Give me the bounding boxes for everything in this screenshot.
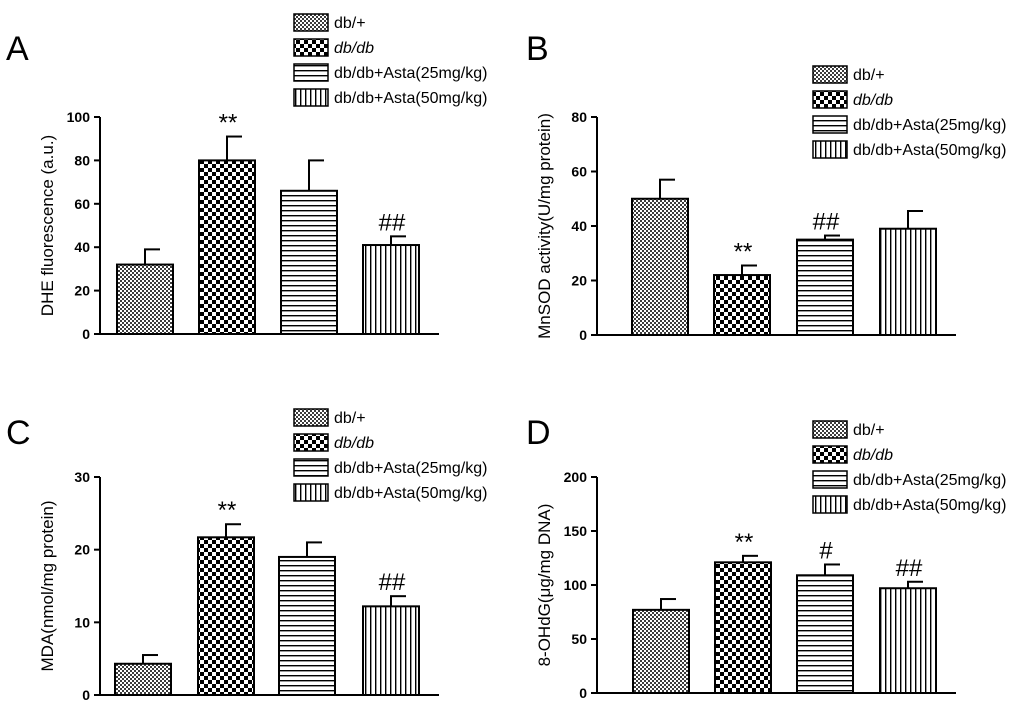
panel-letter: A xyxy=(6,30,29,68)
bar xyxy=(280,189,338,335)
legend-swatch xyxy=(812,445,848,464)
significance-label: ** xyxy=(734,239,753,266)
bar xyxy=(879,227,937,337)
panel-b: B 0 20 40 60 80 MnSOD activity(U/mg protein) **… xyxy=(526,30,1006,343)
legend-swatch xyxy=(293,483,329,502)
y-axis-label: MDA(nmol/mg protein) xyxy=(38,501,57,672)
y-tick-label: 30 xyxy=(74,469,90,485)
y-tick-label: 100 xyxy=(67,109,91,125)
legend-swatch xyxy=(812,470,848,489)
legend-label: db/+ xyxy=(334,15,366,32)
significance-label: ** xyxy=(218,497,237,524)
panel-c: C 0 10 20 30 MDA(nmol/mg protein) ** ## db/+ db/d… xyxy=(6,408,487,702)
panel-letter: D xyxy=(526,414,551,452)
y-tick-label: 100 xyxy=(564,577,588,593)
significance-label: ## xyxy=(379,569,406,596)
y-axis-label: DHE fluorescence (a.u.) xyxy=(38,135,57,316)
bar xyxy=(796,574,854,695)
y-axis-label: MnSOD activity(U/mg protein) xyxy=(535,113,554,339)
panel-letter: B xyxy=(526,30,549,68)
legend-swatch xyxy=(293,88,329,107)
y-tick-label: 0 xyxy=(579,685,587,701)
legend-label: db/db+Asta(25mg/kg) xyxy=(853,117,1006,134)
legend-swatch xyxy=(293,13,329,32)
bar xyxy=(713,274,771,336)
y-tick-label: 200 xyxy=(564,469,588,485)
bar xyxy=(278,555,336,697)
legend-swatch xyxy=(812,495,848,514)
y-tick-label: 0 xyxy=(82,326,90,342)
legend-swatch xyxy=(812,65,848,84)
legend-swatch xyxy=(812,90,848,109)
legend-label: db/db+Asta(50mg/kg) xyxy=(853,142,1006,159)
y-tick-label: 60 xyxy=(571,164,587,180)
legend-label: db/db xyxy=(853,447,893,464)
legend-swatch xyxy=(293,38,329,57)
significance-label: ## xyxy=(813,209,840,236)
bar xyxy=(714,561,772,694)
bar xyxy=(116,263,174,335)
legend-label: db/+ xyxy=(853,67,885,84)
panel-a: A 0 20 40 60 80 100 DHE fluorescence (a.u.) ** ##… xyxy=(6,13,487,342)
bar xyxy=(796,238,854,336)
legend-label: db/db xyxy=(853,92,893,109)
legend-label: db/db+Asta(50mg/kg) xyxy=(334,90,487,107)
legend-swatch xyxy=(293,458,329,477)
bar xyxy=(198,159,256,335)
bar xyxy=(362,244,420,335)
legend-swatch xyxy=(812,115,848,134)
y-tick-label: 80 xyxy=(571,109,587,125)
legend-label: db/db xyxy=(334,435,374,452)
y-tick-label: 20 xyxy=(74,283,90,299)
y-tick-label: 80 xyxy=(74,152,90,168)
bar xyxy=(879,587,937,694)
bar xyxy=(114,662,172,697)
y-tick-label: 10 xyxy=(74,614,90,630)
y-tick-label: 50 xyxy=(571,631,587,647)
legend-swatch xyxy=(293,433,329,452)
significance-label: ** xyxy=(735,529,754,556)
y-tick-label: 60 xyxy=(74,196,90,212)
legend-label: db/db+Asta(25mg/kg) xyxy=(853,472,1006,489)
legend-swatch xyxy=(812,420,848,439)
legend-label: db/+ xyxy=(853,422,885,439)
significance-label: # xyxy=(819,537,833,564)
y-tick-label: 150 xyxy=(564,523,588,539)
significance-label: ** xyxy=(219,110,238,137)
legend-label: db/db+Asta(25mg/kg) xyxy=(334,460,487,477)
y-tick-label: 0 xyxy=(579,327,587,343)
significance-label: ## xyxy=(896,555,923,582)
legend-swatch xyxy=(293,63,329,82)
legend-swatch xyxy=(293,408,329,427)
significance-label: ## xyxy=(379,209,406,236)
legend-label: db/db+Asta(25mg/kg) xyxy=(334,65,487,82)
legend-label: db/+ xyxy=(334,410,366,427)
y-tick-label: 20 xyxy=(74,542,90,558)
y-tick-label: 20 xyxy=(571,273,587,289)
bar xyxy=(632,608,690,695)
panel-letter: C xyxy=(6,414,31,452)
bar xyxy=(631,197,689,336)
y-tick-label: 0 xyxy=(82,687,90,702)
legend-swatch xyxy=(812,140,848,159)
legend-label: db/db+Asta(50mg/kg) xyxy=(334,485,487,502)
y-tick-label: 40 xyxy=(74,239,90,255)
bar xyxy=(197,536,255,697)
legend-label: db/db+Asta(50mg/kg) xyxy=(853,497,1006,514)
bar xyxy=(362,605,420,697)
y-tick-label: 40 xyxy=(571,218,587,234)
legend-label: db/db xyxy=(334,40,374,57)
y-axis-label: 8-OHdG(μg/mg DNA) xyxy=(535,504,554,667)
